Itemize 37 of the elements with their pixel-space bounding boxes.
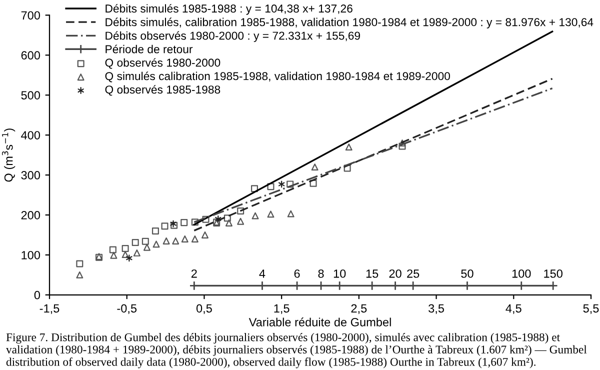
annotation: 50 bbox=[461, 269, 474, 278]
legend-label: Q simulés calibration 1985-1988, validation 1980-1984 et 1989-2000 bbox=[105, 72, 450, 82]
x-tick-label: 3,5 bbox=[428, 304, 444, 314]
y-tick-label: 700 bbox=[21, 11, 40, 20]
y-tick-label: 100 bbox=[22, 250, 40, 260]
legend-label: Période de retour bbox=[106, 44, 193, 54]
annotation: 8 bbox=[318, 269, 324, 278]
y-tick-label: 200 bbox=[21, 211, 40, 220]
x-tick-label: -0,5 bbox=[117, 304, 137, 314]
annotation: 100 bbox=[512, 269, 531, 278]
annotation: 150 bbox=[544, 269, 562, 278]
annotation: 4 bbox=[259, 270, 266, 278]
y-tick-label: 600 bbox=[21, 51, 40, 60]
x-tick-label: -1,5 bbox=[40, 304, 60, 314]
legend-label: Q observés 1980-2000 bbox=[105, 58, 220, 69]
annotation: 25 bbox=[407, 269, 420, 278]
annotation: 15 bbox=[366, 270, 378, 278]
annotation: 10 bbox=[334, 269, 346, 278]
annotation: 20 bbox=[389, 269, 402, 278]
legend-label: Débits simulés, calibration 1985-1988, validation 1980-1984 et 1989-2000 : y = 81.976x + 130,64 bbox=[106, 18, 594, 28]
annotation: 6 bbox=[294, 269, 300, 278]
x-axis-title: Variable réduite de Gumbel bbox=[248, 318, 391, 326]
caption: Figure 7. Distribution de Gumbel des débits journaliers observés (1980-2000), simulés avec calibration (1985-1988) et validation (1980-1984 + 1989-2000), débits journaliers observés (1985-1988) de l’Ourthe à Tabreux (1.607 km²) — Gumbel distribution of observed daily data (1980-2000), observed daily flow (1985-1988) Ourthe in Tabreux (1,607 km²). bbox=[6, 333, 587, 368]
x-tick-label: 2,5 bbox=[351, 304, 367, 314]
x-tick-label: 0,5 bbox=[196, 304, 212, 314]
x-tick-label: 1,5 bbox=[274, 304, 290, 314]
x-tick-label: 5,5 bbox=[583, 304, 599, 314]
y-tick-label: 500 bbox=[21, 91, 40, 100]
x-tick-label: 4,5 bbox=[506, 304, 522, 314]
annotation: 2 bbox=[191, 269, 197, 278]
y-tick-label: 300 bbox=[21, 171, 40, 180]
y-tick-label: 400 bbox=[21, 131, 40, 140]
y-tick-label: 0 bbox=[34, 290, 40, 300]
y-axis-title: Q (m$^{3}$s$^{−1}$) bbox=[2, 128, 16, 182]
legend-label: Débits simulés 1985-1988 : y = 104,38 x+ 137,26 bbox=[106, 4, 352, 15]
legend-label: Débits observés 1980-2000 : y = 72.331x + 155,69 bbox=[106, 31, 360, 42]
legend-label: Q observés 1985-1988 bbox=[105, 85, 220, 96]
